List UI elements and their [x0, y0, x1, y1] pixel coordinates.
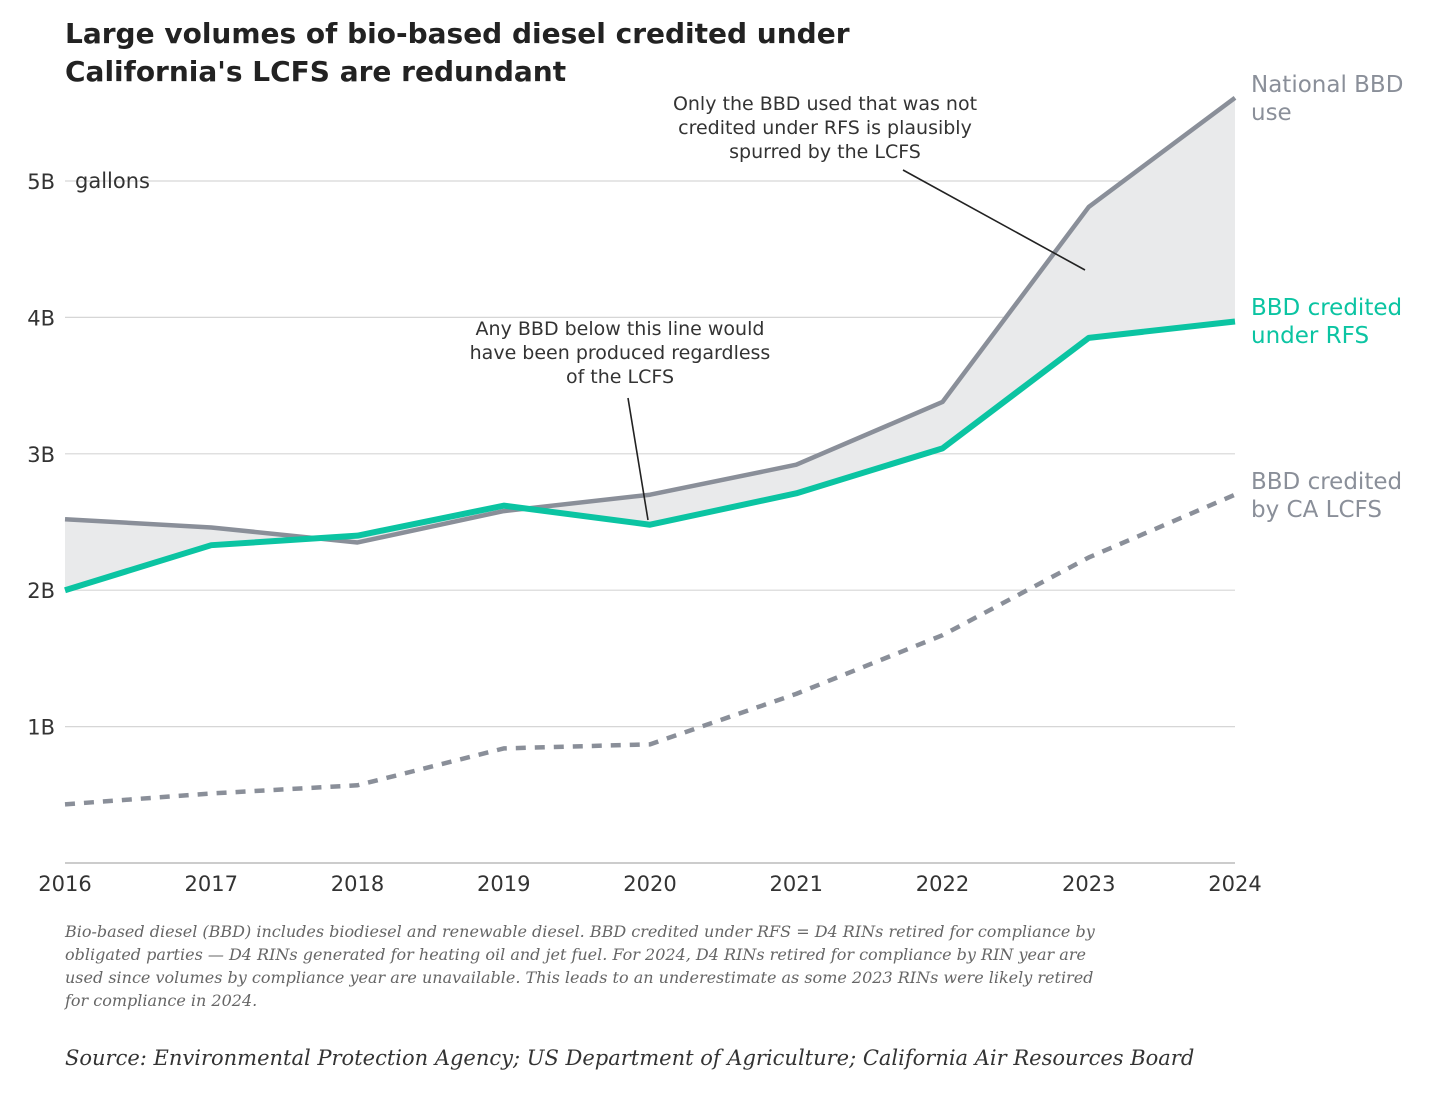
- x-tick-label: 2018: [331, 872, 384, 896]
- x-tick-label: 2022: [916, 872, 969, 896]
- series-label-lcfs: BBD credited by CA LCFS: [1251, 469, 1402, 523]
- x-tick-label: 2023: [1062, 872, 1115, 896]
- annotation-top-line: credited under RFS is plausibly: [678, 117, 972, 139]
- annotation-middle-pointer: [627, 397, 649, 521]
- annotation-middle: Any BBD below this line would have been …: [470, 318, 771, 521]
- x-tick-label: 2017: [185, 872, 238, 896]
- series-label-line: National BBD: [1251, 72, 1403, 98]
- x-tick-label: 2020: [623, 872, 676, 896]
- series-label-line: by CA LCFS: [1251, 497, 1382, 523]
- series-label-line: BBD credited: [1251, 469, 1402, 495]
- x-tick-label: 2024: [1208, 872, 1261, 896]
- series-label-line: BBD credited: [1251, 295, 1402, 321]
- series-line-national-bbd-use: [64, 95, 1237, 545]
- series-line-bbd-credited-by-ca-lcfs: [64, 492, 1236, 807]
- unit-label: gallons: [75, 169, 150, 193]
- annotation-top: Only the BBD used that was not credited …: [673, 93, 1086, 271]
- annotation-top-line: spurred by the LCFS: [729, 141, 921, 163]
- tick-labels: 1B 2B 3B 4B 5B 2016 2017 2018 2019 2020 2021 2022 20…: [27, 170, 1262, 896]
- y-tick-label: 1B: [27, 716, 55, 740]
- series-label-line: under RFS: [1251, 323, 1369, 349]
- annotation-middle-line: have been produced regardless: [470, 342, 771, 364]
- annotation-middle-line: of the LCFS: [566, 366, 674, 388]
- shaded-area: [65, 97, 1235, 591]
- x-tick-label: 2016: [38, 872, 91, 896]
- y-tick-label: 3B: [27, 443, 55, 467]
- annotation-top-line: Only the BBD used that was not: [673, 93, 977, 115]
- x-tick-label: 2019: [477, 872, 530, 896]
- series-line-bbd-credited-under-rfs: [64, 318, 1236, 594]
- annotation-top-pointer: [902, 169, 1086, 271]
- y-tick-label: 4B: [27, 306, 55, 330]
- y-tick-label: 5B: [27, 170, 55, 194]
- series-lines: [64, 95, 1237, 807]
- series-label-national: National BBD use: [1251, 72, 1403, 126]
- y-tick-label: 2B: [27, 579, 55, 603]
- series-label-rfs: BBD credited under RFS: [1251, 295, 1402, 349]
- footnote: Bio-based diesel (BBD) includes biodiese…: [65, 922, 1095, 1010]
- series-label-line: use: [1251, 100, 1292, 126]
- chart-title-line2: California's LCFS are redundant: [65, 55, 566, 88]
- annotation-middle-line: Any BBD below this line would: [476, 318, 765, 340]
- shaded-gap-area: [65, 97, 1235, 591]
- chart-title-line1: Large volumes of bio-based diesel credit…: [65, 17, 850, 50]
- x-tick-label: 2021: [770, 872, 823, 896]
- source-note: Source: Environmental Protection Agency;…: [65, 1046, 1195, 1070]
